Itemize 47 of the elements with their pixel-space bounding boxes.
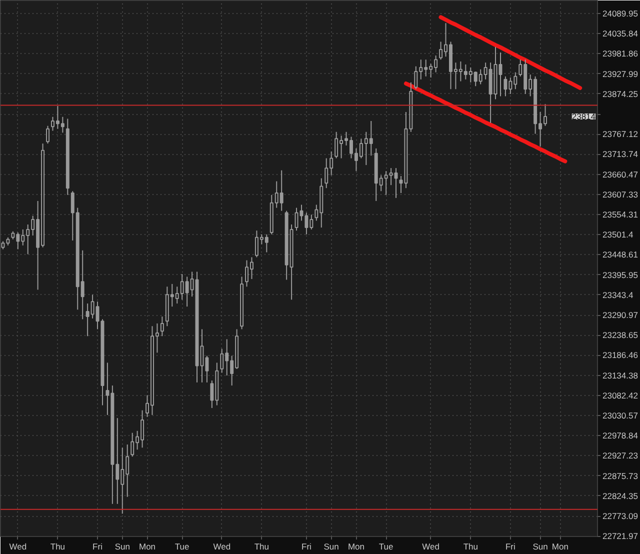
x-tick-label: Sun xyxy=(532,542,548,552)
y-tick-label: 23660.47 xyxy=(602,169,638,180)
x-tick-label: Fri xyxy=(505,542,516,552)
y-tick-label: 24035.84 xyxy=(602,28,638,39)
x-tick-label: Mon xyxy=(138,542,156,552)
y-tick-label: 23927.99 xyxy=(602,68,638,79)
y-tick-label: 23501.4 xyxy=(602,230,634,240)
x-tick-label: Thu xyxy=(254,542,270,552)
x-tick-label: Tue xyxy=(174,542,190,552)
y-tick-label: 23395.95 xyxy=(602,270,638,280)
line-series xyxy=(438,15,582,90)
x-tick-label: Wed xyxy=(422,542,440,552)
y-tick-label: 23874.25 xyxy=(602,88,638,99)
y-tick-label: 24089.95 xyxy=(602,8,638,18)
y-tick-label: 22927.23 xyxy=(602,450,638,461)
y-tick-label: 23134.38 xyxy=(602,370,638,380)
y-tick-label: 23186.46 xyxy=(602,350,638,360)
y-tick-label: 23448.61 xyxy=(602,250,638,260)
y-tick-label: 22773.09 xyxy=(602,511,638,522)
y-tick-label: 23343.4 xyxy=(602,290,634,300)
x-tick-label: Sun xyxy=(324,542,340,552)
x-tick-label: Thu xyxy=(50,542,66,552)
x-tick-label: Wed xyxy=(213,542,231,552)
annotation: 23814 xyxy=(572,111,596,122)
x-tick-label: Fri xyxy=(92,542,103,552)
y-tick-label: 22875.73 xyxy=(602,470,638,481)
y-tick-label: 22824.35 xyxy=(602,490,638,501)
y-tick-label: 23290.97 xyxy=(602,310,638,320)
x-tick-label: Mon xyxy=(552,542,569,552)
x-tick-label: Thu xyxy=(463,542,478,552)
y-tick-label: 22721.97 xyxy=(602,531,638,542)
x-tick-label: Tue xyxy=(378,542,394,552)
x-tick-label: Fri xyxy=(302,542,312,552)
y-tick-label: 23981.86 xyxy=(602,48,638,59)
y-tick-label: 23554.31 xyxy=(602,210,638,220)
candlestick xyxy=(160,316,164,337)
y-tick-label: 23082.42 xyxy=(602,390,638,400)
candlestick xyxy=(46,125,50,144)
x-tick-label: Sun xyxy=(114,542,130,552)
y-tick-label: 23030.57 xyxy=(602,410,638,421)
y-tick-label: 23767.12 xyxy=(602,129,638,140)
y-tick-label: 23607.33 xyxy=(602,189,638,200)
y-tick-label: 23238.65 xyxy=(602,330,638,340)
y-tick-label: 22978.84 xyxy=(602,430,638,441)
y-tick-label: 23713.74 xyxy=(602,149,638,160)
x-tick-label: Wed xyxy=(9,542,27,552)
x-tick-label: Mon xyxy=(348,542,365,552)
